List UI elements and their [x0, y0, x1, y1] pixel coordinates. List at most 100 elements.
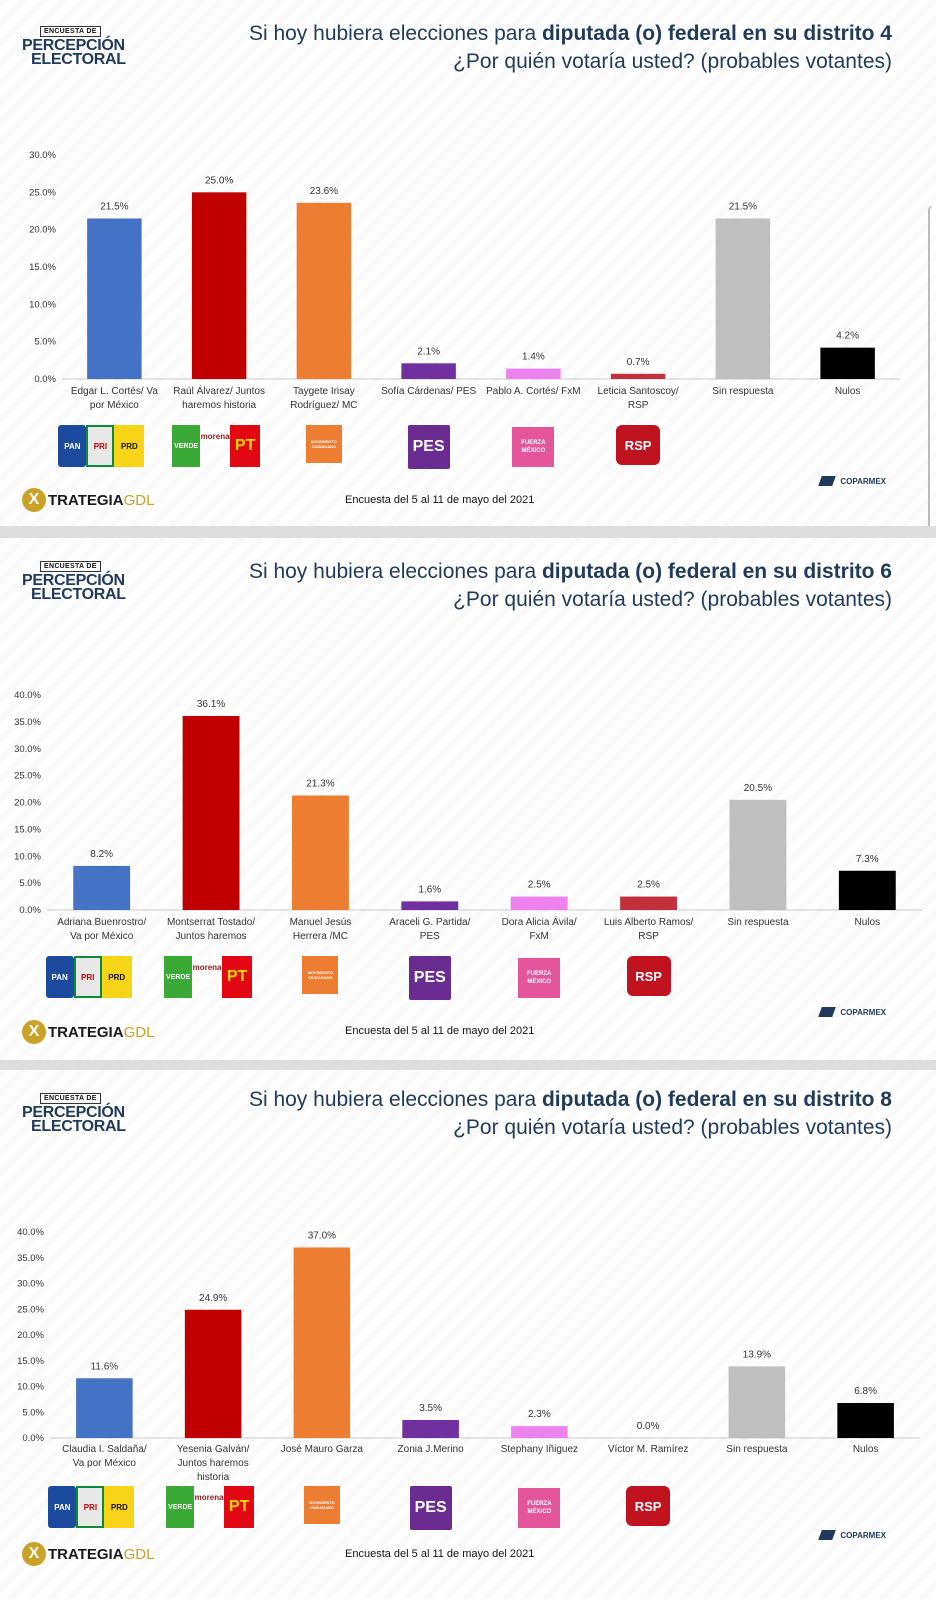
bar	[506, 368, 561, 379]
bar	[729, 799, 787, 910]
brand-line2: ELECTORAL	[31, 51, 126, 68]
bar	[191, 192, 247, 379]
y-tick-label: 20.0%	[17, 1330, 44, 1341]
category-label: historia	[197, 1472, 230, 1483]
pan-logo: PAN	[45, 956, 74, 998]
data-label: 0.0%	[637, 1421, 660, 1432]
category-label: Juntos haremos	[178, 1458, 249, 1469]
rsp-logo: RSP	[626, 956, 671, 996]
xtrategia-logo: X TRATEGIA GDL	[22, 1542, 154, 1566]
coparmex-logo: COPARMEX	[818, 1007, 886, 1017]
category-label: por México	[90, 400, 139, 411]
title-bold: diputada (o) federal en su distrito 8	[541, 1088, 892, 1111]
pan-logo: PAN	[58, 425, 87, 467]
bar	[837, 1402, 894, 1438]
data-label: 20.5%	[744, 783, 772, 794]
category-label: Leticia Santoscoy/	[598, 386, 679, 397]
coparmex-logo: COPARMEX	[818, 476, 886, 486]
y-tick-label: 5.0%	[22, 1407, 44, 1418]
bar	[73, 865, 131, 910]
data-label: 21.3%	[306, 779, 334, 790]
category-label: PES	[420, 931, 440, 942]
title-bold: diputada (o) federal en su distrito 6	[541, 560, 892, 583]
panel-texture	[0, 0, 936, 526]
y-tick-label: 30.0%	[17, 1279, 44, 1290]
category-label: Yesenia Galván/	[177, 1444, 250, 1455]
category-label: Montserrat Tostado/	[167, 917, 255, 928]
chart-subtitle: ¿Por quién votaría usted? (probables vot…	[453, 50, 892, 73]
data-label: 3.5%	[419, 1403, 442, 1414]
y-tick-label: 15.0%	[17, 1356, 44, 1367]
data-label: 21.5%	[100, 201, 128, 212]
chart-subtitle: ¿Por quién votaría usted? (probables vot…	[453, 588, 892, 611]
bar	[838, 870, 896, 910]
coparmex-icon	[818, 476, 837, 486]
fxm-logo: FUERZA MÉXICO	[518, 1488, 561, 1528]
y-tick-label: 40.0%	[17, 1227, 44, 1238]
y-tick-label: 0.0%	[34, 374, 56, 385]
mc-logo: MOVIMIENTO CIUDADANO	[302, 956, 339, 994]
pri-logo: PRI	[76, 1486, 105, 1528]
y-tick-label: 35.0%	[17, 1253, 44, 1264]
brand-line2: ELECTORAL	[31, 1118, 126, 1135]
category-label: Sin respuesta	[712, 386, 774, 397]
data-label: 11.6%	[91, 1361, 119, 1372]
bar	[401, 363, 456, 379]
data-label: 8.2%	[90, 849, 113, 860]
pan-logo: PAN	[48, 1486, 77, 1528]
coparmex-label: COPARMEX	[840, 476, 886, 486]
mc-logo: MOVIMIENTO CIUDADANO	[305, 425, 342, 463]
brand-percepcion-electoral: ENCUESTA DE PERCEPCIÓN ELECTORAL	[22, 1087, 142, 1135]
data-label: 2.3%	[528, 1409, 551, 1420]
category-label: Juntos haremos	[175, 931, 246, 942]
bar	[293, 1247, 351, 1438]
bar	[184, 1309, 242, 1438]
data-label: 23.6%	[310, 186, 338, 197]
data-label: 13.9%	[743, 1349, 771, 1360]
bar	[292, 795, 349, 910]
category-label: Nulos	[835, 386, 861, 397]
chart-subtitle: ¿Por quién votaría usted? (probables vot…	[453, 1116, 892, 1139]
survey-date: Encuesta del 5 al 11 de mayo del 2021	[345, 1025, 535, 1037]
bar	[87, 218, 142, 379]
chart-title: Si hoy hubiera elecciones para diputada …	[249, 20, 892, 76]
category-label: Zonia J.Merino	[398, 1444, 465, 1455]
category-label: José Mauro Garza	[281, 1444, 364, 1455]
data-label: 1.6%	[418, 884, 441, 895]
pri-logo: PRI	[86, 425, 115, 467]
pes-logo: PES	[407, 425, 450, 469]
y-tick-label: 25.0%	[14, 771, 41, 782]
data-label: 4.2%	[836, 331, 859, 342]
coparmex-label: COPARMEX	[840, 1007, 886, 1017]
category-label: Araceli G. Partida/	[389, 917, 470, 928]
category-label: haremos historia	[182, 400, 256, 411]
data-label: 7.3%	[856, 854, 879, 865]
bar-chart-district-8: 0.0% 5.0% 10.0% 15.0% 20.0% 25.0% 30.0% 35.0% 40…	[17, 1227, 920, 1483]
y-tick-label: 20.0%	[14, 798, 41, 809]
brand-tag: ENCUESTA DE	[40, 26, 101, 37]
brand-line2: ELECTORAL	[31, 586, 126, 603]
y-tick-label: 30.0%	[14, 744, 41, 755]
brand-percepcion-electoral: ENCUESTA DE PERCEPCIÓN ELECTORAL	[22, 555, 142, 603]
category-label: RSP	[638, 931, 659, 942]
xtrategia-x-icon: X	[22, 488, 46, 512]
coparmex-icon	[818, 1530, 837, 1540]
category-label: Va por México	[73, 1458, 137, 1469]
verde-logo: VERDE	[166, 1486, 195, 1528]
brand-line1: PERCEPCIÓN	[22, 572, 125, 589]
xtrategia-suffix: GDL	[123, 491, 155, 509]
fxm-logo: FUERZA MÉXICO	[518, 958, 561, 998]
bar	[401, 901, 459, 910]
pt-logo: PT	[230, 425, 261, 467]
data-label: 37.0%	[308, 1230, 336, 1241]
y-tick-label: 5.0%	[34, 337, 56, 348]
data-label: 1.4%	[522, 352, 545, 363]
scroll-edge[interactable]	[928, 205, 936, 526]
category-label: Nulos	[855, 917, 881, 928]
panel-texture	[0, 1070, 936, 1599]
survey-date: Encuesta del 5 al 11 de mayo del 2021	[345, 1548, 535, 1560]
data-label: 2.5%	[637, 880, 660, 891]
category-label: Luis Alberto Ramos/	[604, 917, 694, 928]
title-bold: diputada (o) federal en su distrito 4	[541, 22, 892, 45]
pt-logo: PT	[224, 1486, 255, 1528]
